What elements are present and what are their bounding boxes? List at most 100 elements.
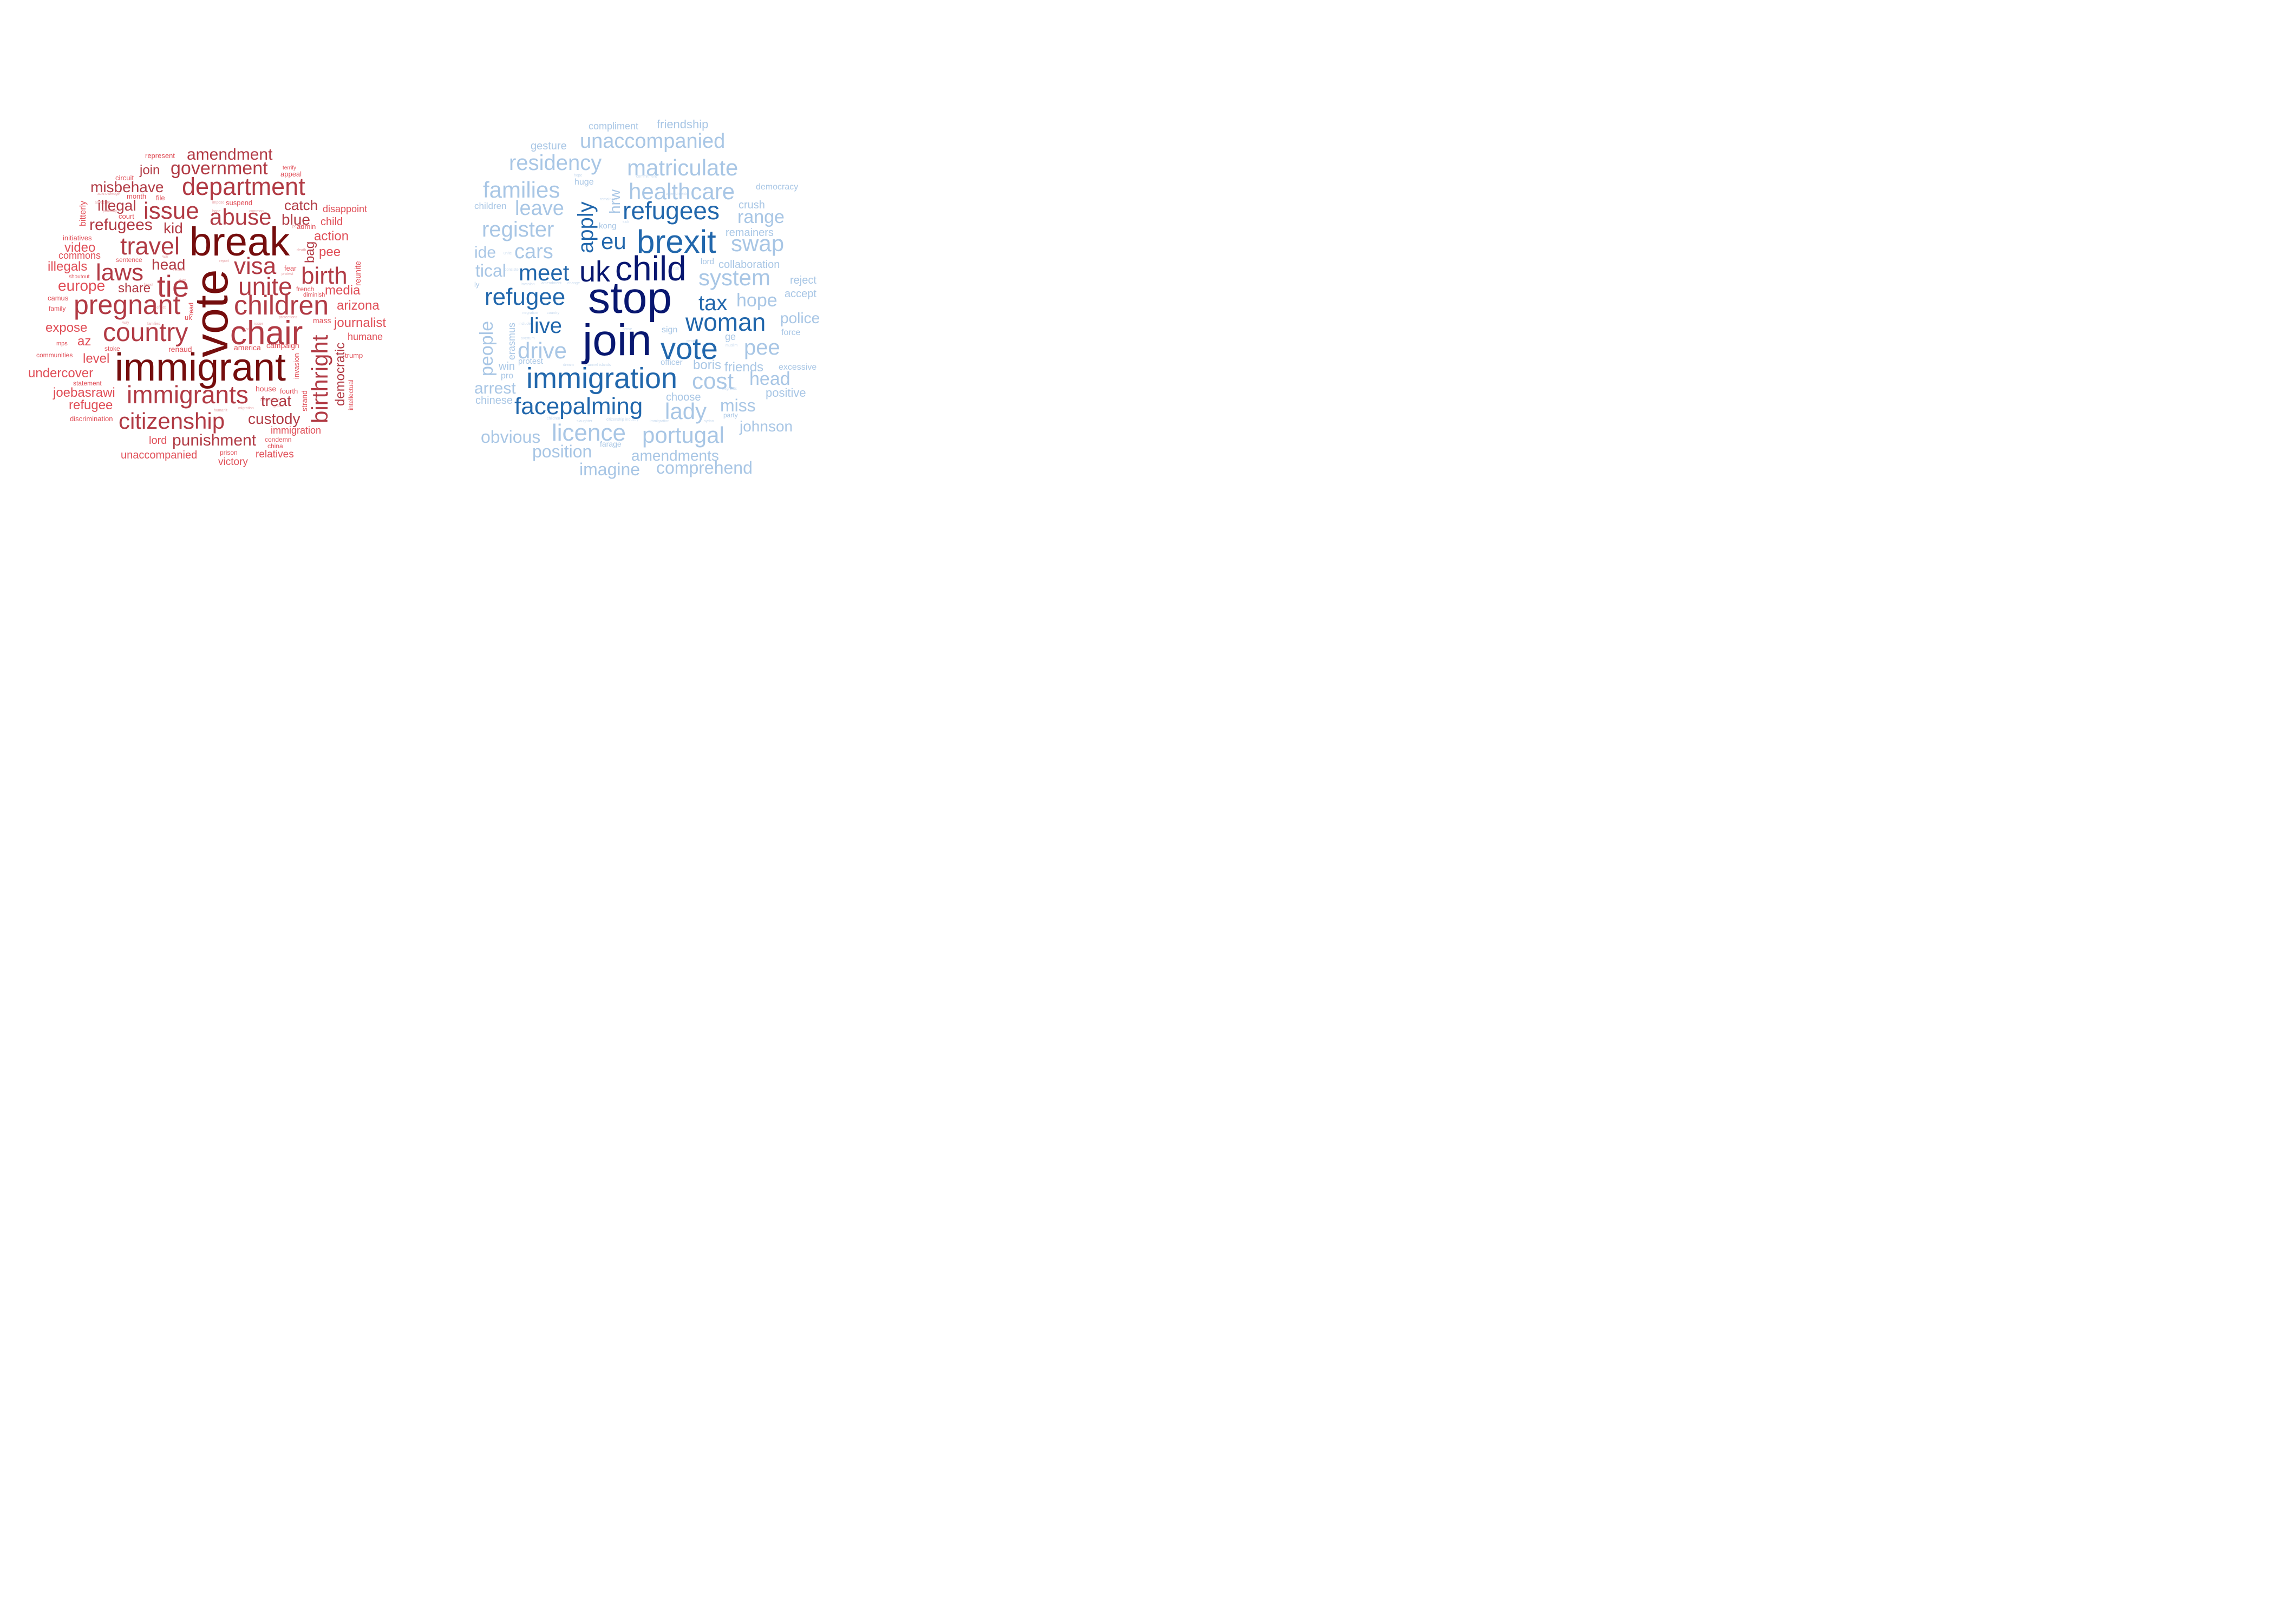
word-red-discrimination: discrimination: [70, 415, 113, 423]
word-blue-sign: sign: [662, 325, 677, 335]
word-blue-huge: huge: [574, 178, 594, 187]
svg-text:people: people: [687, 339, 698, 343]
word-red-treat: treat: [261, 392, 291, 409]
word-red-renaud: renaud: [168, 345, 192, 353]
word-red-stoke: stoke: [104, 345, 120, 352]
word-red-bitterly: bitterly: [79, 201, 88, 226]
svg-text:children: children: [547, 417, 560, 421]
svg-text:protections: protections: [279, 316, 298, 319]
svg-text:syrian: syrian: [704, 420, 714, 423]
word-blue-join: join: [581, 316, 652, 365]
word-red-pregnant: pregnant: [74, 290, 180, 320]
word-blue-uk: uk: [579, 256, 611, 288]
word-red-citizenship: citizenship: [119, 408, 225, 434]
word-blue-amendments: amendments: [631, 447, 719, 464]
svg-text:visit: visit: [672, 267, 679, 271]
red-word-cloud: acknowledge advocate pathway impose hope com…: [28, 146, 386, 468]
word-red-court: court: [119, 212, 134, 220]
word-blue-head: head: [749, 369, 790, 389]
word-blue-tax: tax: [698, 291, 727, 315]
word-blue-collaboration: collaboration: [718, 259, 780, 271]
word-red-travel: travel: [120, 232, 180, 260]
svg-text:war: war: [162, 255, 169, 259]
word-red-house: house: [256, 384, 276, 393]
word-blue-licence: licence: [552, 420, 626, 446]
word-red-level: level: [83, 351, 109, 366]
word-blue-democracy: democracy: [756, 182, 798, 192]
word-blue-immigration: immigration: [526, 362, 677, 395]
word-blue-obvious: obvious: [481, 427, 540, 447]
word-blue-ge: ge: [725, 331, 736, 342]
word-blue-erasmus: erasmus: [506, 323, 517, 360]
word-blue-remainers: remainers: [726, 227, 774, 239]
word-blue-pro: pro: [501, 371, 513, 381]
word-blue-excessive: excessive: [779, 363, 816, 372]
word-red-invasion: invasion: [292, 353, 300, 379]
word-red-disappoint: disappoint: [323, 204, 367, 214]
blue-word-cloud: hope commitment amendments remainers sick vi…: [474, 117, 820, 479]
svg-text:unite: unite: [504, 252, 512, 256]
word-blue-police: police: [780, 310, 820, 326]
svg-text:impose: impose: [212, 201, 225, 205]
word-red-refugee: refugee: [69, 398, 113, 412]
word-red-government: government: [171, 158, 268, 179]
word-red-bag: bag: [303, 241, 317, 263]
word-red-family: family: [49, 305, 66, 312]
svg-text:slaughter: slaughter: [577, 420, 592, 423]
word-blue-matriculate: matriculate: [627, 155, 738, 180]
word-cloud-panel: acknowledge advocate pathway impose hope com…: [0, 0, 849, 606]
word-blue-refugee: refugee: [485, 284, 565, 310]
word-red-represent: represent: [145, 152, 175, 160]
word-red-shoutout: shoutout: [69, 274, 90, 280]
word-red-condemn: condemn: [265, 436, 291, 443]
word-red-victory: victory: [218, 456, 248, 468]
word-blue-swap: swap: [731, 231, 784, 256]
word-red-read: read: [187, 303, 195, 316]
word-red-expose: expose: [45, 320, 87, 335]
word-blue-people: people: [476, 321, 497, 376]
word-blue-children: children: [474, 201, 507, 211]
svg-text:channel islands: channel islands: [585, 363, 611, 367]
svg-text:dream: dream: [563, 363, 574, 367]
word-blue-range: range: [737, 207, 785, 227]
word-red-month: month: [127, 192, 146, 200]
word-blue-comprehend: comprehend: [656, 458, 753, 477]
word-red-statement: statement: [73, 379, 102, 387]
word-red-blue: blue: [282, 211, 310, 228]
svg-text:remainers: remainers: [600, 198, 617, 201]
word-blue-hope: hope: [736, 290, 777, 311]
word-red-birthright: birthright: [307, 335, 332, 423]
word-red-az: az: [77, 334, 91, 349]
word-red-fear: fear: [284, 264, 297, 272]
word-red-birth: birth: [301, 263, 348, 289]
svg-text:issue: issue: [254, 322, 263, 326]
word-blue-force: force: [781, 328, 801, 337]
word-red-admin: admin: [297, 222, 316, 231]
word-red-custody: custody: [248, 410, 300, 427]
word-blue-facepalming: facepalming: [514, 393, 643, 420]
word-red-fourth: fourth: [280, 387, 298, 395]
word-red-misbehave: misbehave: [90, 179, 164, 195]
svg-text:invasion: invasion: [521, 283, 535, 286]
word-red-humane: humane: [348, 331, 383, 342]
word-blue-child: child: [615, 249, 687, 288]
word-red-circuit: circuit: [115, 174, 134, 182]
svg-text:people: people: [292, 225, 304, 228]
word-red-video: video: [64, 240, 95, 255]
word-red-appeal: appeal: [280, 170, 302, 178]
word-red-intellectual: intellectual: [347, 379, 355, 410]
word-blue-officer: officer: [661, 358, 683, 367]
word-red-refugees: refugees: [89, 216, 153, 234]
word-blue-protest: protest: [518, 357, 544, 366]
word-blue-ly: ly: [474, 280, 480, 289]
word-blue-accept: accept: [785, 288, 816, 300]
word-red-campaign: campaign: [266, 341, 299, 350]
word-red-head: head: [152, 256, 185, 273]
svg-text:report: report: [219, 259, 229, 263]
word-blue-choose: choose: [666, 391, 701, 403]
word-red-immigrant: immigrant: [115, 346, 286, 389]
word-blue-stop: stop: [588, 273, 672, 323]
svg-text:pathway: pathway: [103, 209, 117, 213]
svg-text:industry: industry: [625, 418, 639, 422]
word-red-uk: uk: [185, 313, 192, 322]
